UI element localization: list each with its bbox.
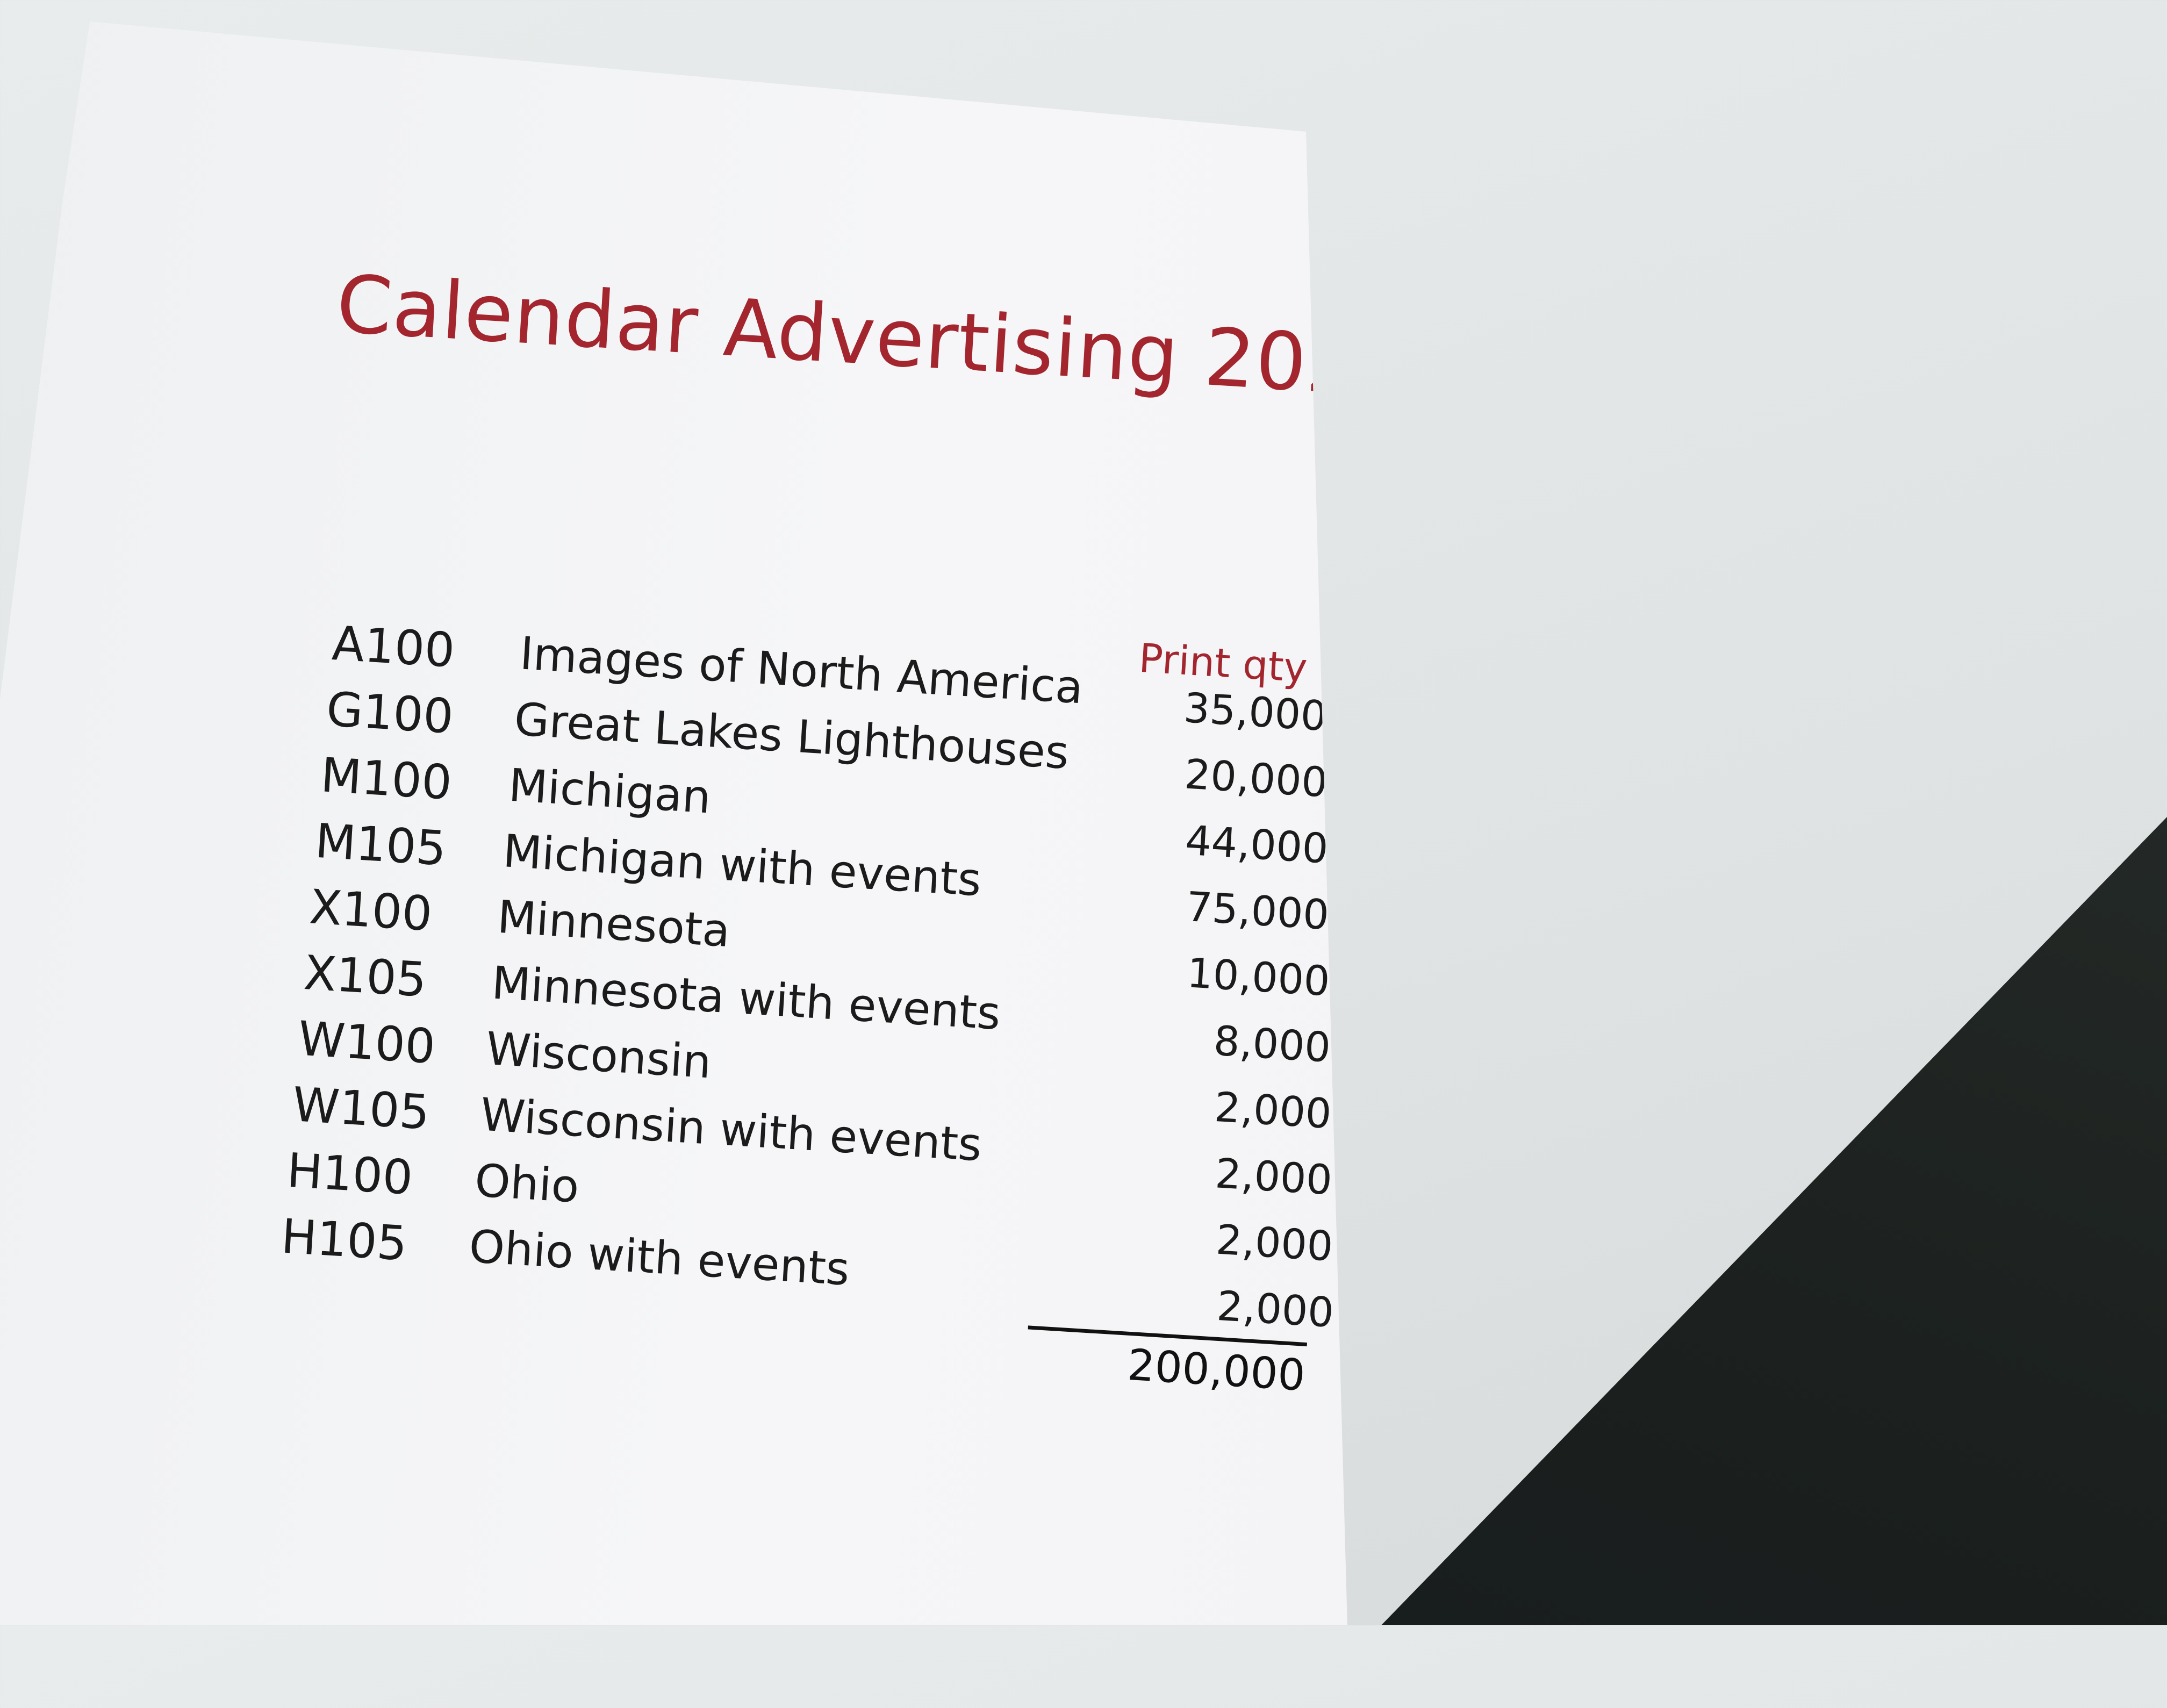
total-qty: 200,000: [1126, 1339, 1307, 1401]
row-code: A100: [330, 615, 457, 678]
row-code: M105: [313, 813, 448, 877]
paper-sheet: Calendar Advertising 2025 Ca Print qty A…: [0, 21, 1347, 1625]
calendar-table: A100 Images of North America 35,000 G100 Gre…: [0, 21, 1347, 1337]
row-qty: 2,000: [1215, 1281, 1336, 1337]
row-code: W100: [296, 1010, 437, 1074]
row-code: X100: [307, 879, 434, 942]
row-name: Ohio: [473, 1154, 581, 1213]
document-title: Calendar Advertising 2025 Ca: [334, 257, 1543, 424]
row-code: M100: [319, 747, 454, 810]
row-code: W105: [291, 1077, 432, 1140]
row-code: X105: [302, 944, 428, 1008]
row-code: H100: [285, 1142, 414, 1205]
row-code: G100: [325, 681, 455, 744]
document-content: Calendar Advertising 2025 Ca Print qty A…: [0, 21, 1543, 1401]
row-code: H105: [279, 1208, 409, 1272]
